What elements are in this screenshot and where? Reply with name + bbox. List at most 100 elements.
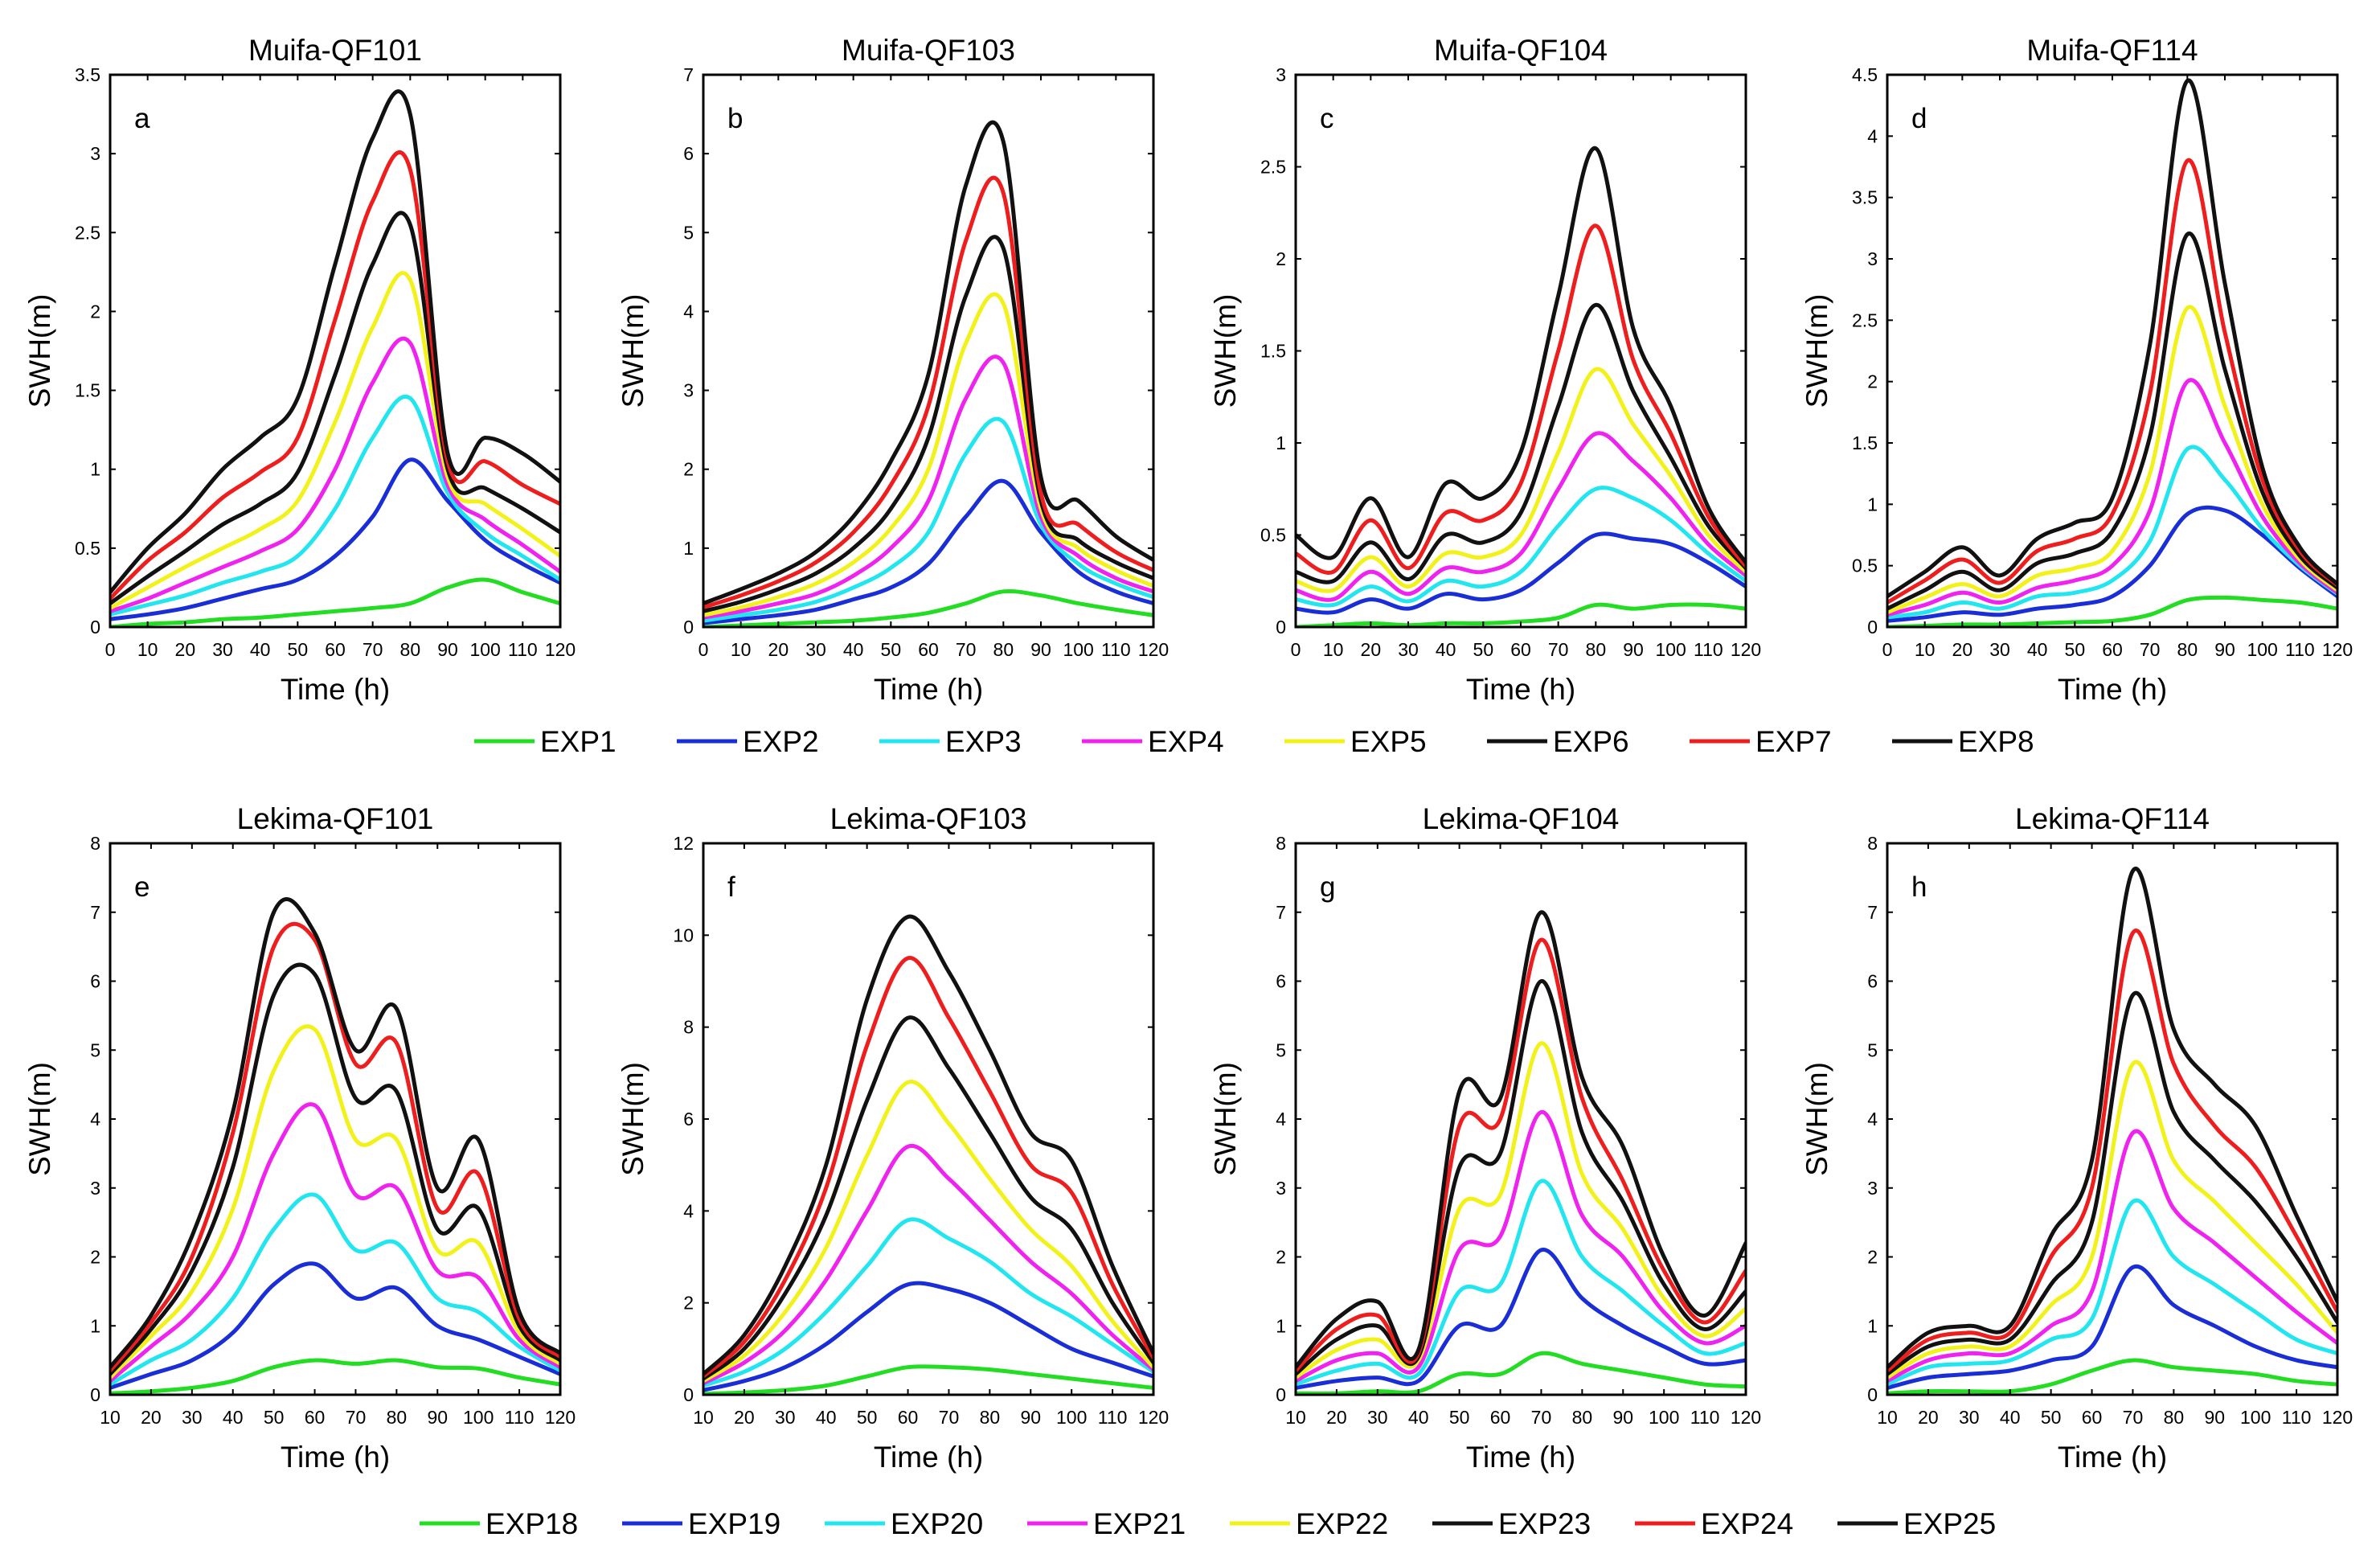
series-line-exp2 xyxy=(1296,531,1746,615)
chart-panel-b: 0 10 20 30 40 50 60 70 80 90 100 110 120 0 1 2 3 4 5 6 7 Muif… xyxy=(617,34,1169,706)
series-line-exp5 xyxy=(1887,305,2337,615)
x-tick-label: 50 xyxy=(288,639,309,660)
y-tick-label: 2 xyxy=(1867,371,1878,392)
y-tick-label: 1.5 xyxy=(75,380,100,401)
series-line-exp23 xyxy=(703,1015,1153,1381)
legend-item-exp7: EXP7 xyxy=(1690,725,1832,758)
series-group xyxy=(1296,910,1746,1395)
x-tick-label: 90 xyxy=(2214,639,2235,660)
y-axis-label: SWH(m) xyxy=(617,1062,649,1176)
y-tick-label: 2 xyxy=(1276,1247,1286,1268)
x-axis-label: Time (h) xyxy=(874,673,983,706)
x-tick-label: 20 xyxy=(1918,1407,1939,1428)
series-line-exp4 xyxy=(1887,378,2337,617)
series-line-exp18 xyxy=(703,1364,1153,1395)
y-tick-label: 1 xyxy=(1276,432,1286,453)
x-tick-label: 40 xyxy=(223,1407,244,1428)
y-axis-label: SWH(m) xyxy=(23,1062,56,1176)
series-group xyxy=(1296,146,1746,627)
series-line-exp3 xyxy=(1887,445,2337,620)
y-tick-label: 3.5 xyxy=(1852,187,1878,208)
series-line-exp2 xyxy=(703,478,1153,625)
panel-label: f xyxy=(727,871,735,903)
y-tick-label: 0 xyxy=(683,1384,694,1405)
x-tick-label: 120 xyxy=(1731,1407,1761,1428)
x-tick-label: 0 xyxy=(1291,639,1301,660)
x-tick-label: 40 xyxy=(250,639,271,660)
x-tick-label: 80 xyxy=(980,1407,1001,1428)
chart-panel-a: 0 10 20 30 40 50 60 70 80 90 100 110 120 0 0.5 1 1.5 2 2.5… xyxy=(23,34,576,706)
legend-label: EXP24 xyxy=(1701,1507,1793,1540)
series-line-exp3 xyxy=(703,416,1153,623)
y-tick-label: 5 xyxy=(1276,1039,1286,1060)
y-tick-label: 3 xyxy=(683,380,694,401)
y-tick-label: 2 xyxy=(90,301,100,322)
y-tick-label: 2 xyxy=(90,1247,100,1268)
series-line-exp24 xyxy=(110,921,560,1373)
x-tick-label: 110 xyxy=(2282,1407,2312,1428)
y-tick-label: 1 xyxy=(1276,1315,1286,1336)
legend-label: EXP23 xyxy=(1498,1507,1591,1540)
x-tick-label: 70 xyxy=(1531,1407,1552,1428)
series-group xyxy=(703,914,1153,1395)
x-tick-label: 100 xyxy=(2247,639,2277,660)
y-tick-label: 7 xyxy=(90,902,100,923)
legend-2: EXP18 EXP19 EXP20 EXP21 EXP22 EXP23 EXP24 EXP25 xyxy=(420,1507,1996,1540)
y-tick-label: 2 xyxy=(683,459,694,480)
y-tick-label: 1.5 xyxy=(1260,341,1286,362)
series-group xyxy=(703,120,1153,627)
x-tick-label: 0 xyxy=(1882,639,1893,660)
series-line-exp6 xyxy=(1887,232,2337,611)
legend-item-exp18: EXP18 xyxy=(420,1507,578,1540)
chart-panel-f: 10 20 30 40 50 60 70 80 90 100 110 120 0 2 4 6 8 10 12 Leki… xyxy=(617,802,1169,1474)
x-tick-label: 70 xyxy=(346,1407,367,1428)
y-axis-label: SWH(m) xyxy=(1800,1062,1833,1176)
x-tick-label: 100 xyxy=(463,1407,494,1428)
y-tick-label: 6 xyxy=(1276,971,1286,992)
y-tick-label: 0 xyxy=(1276,617,1286,637)
panel-label: d xyxy=(1911,103,1927,134)
x-tick-label: 80 xyxy=(1586,639,1607,660)
legend-item-exp20: EXP20 xyxy=(825,1507,983,1540)
chart-title: Lekima-QF103 xyxy=(830,802,1027,835)
legend-item-exp19: EXP19 xyxy=(622,1507,780,1540)
y-tick-label: 0 xyxy=(90,617,100,637)
x-tick-label: 40 xyxy=(1436,639,1456,660)
x-tick-label: 10 xyxy=(1915,639,1936,660)
series-line-exp7 xyxy=(110,150,560,601)
legend-label: EXP25 xyxy=(1903,1507,1996,1540)
x-axis-label: Time (h) xyxy=(281,673,390,706)
x-tick-label: 60 xyxy=(325,639,346,660)
legend-label: EXP18 xyxy=(485,1507,578,1540)
series-line-exp20 xyxy=(110,1192,560,1387)
chart-panel-e: 10 20 30 40 50 60 70 80 90 100 110 120 0 1 2 3 4 5 6 7 8 Leki… xyxy=(23,802,576,1474)
legend-item-exp6: EXP6 xyxy=(1487,725,1629,758)
x-tick-label: 80 xyxy=(1572,1407,1593,1428)
series-line-exp23 xyxy=(1296,979,1746,1376)
series-line-exp22 xyxy=(703,1080,1153,1384)
x-tick-label: 30 xyxy=(1959,1407,1980,1428)
y-tick-label: 8 xyxy=(683,1017,694,1038)
y-tick-label: 2.5 xyxy=(1852,310,1878,330)
y-tick-label: 2 xyxy=(1276,248,1286,269)
series-line-exp21 xyxy=(703,1143,1153,1386)
y-tick-label: 10 xyxy=(673,924,694,945)
x-tick-label: 100 xyxy=(1649,1407,1679,1428)
y-tick-label: 4 xyxy=(683,301,694,322)
series-line-exp25 xyxy=(1296,910,1746,1370)
legend-item-exp1: EXP1 xyxy=(474,725,617,758)
y-tick-label: 0 xyxy=(1867,1384,1878,1405)
series-line-exp25 xyxy=(110,897,560,1370)
x-tick-label: 80 xyxy=(2177,639,2198,660)
x-tick-label: 60 xyxy=(918,639,939,660)
legend-item-exp4: EXP4 xyxy=(1082,725,1224,758)
x-tick-label: 10 xyxy=(1285,1407,1306,1428)
legend-item-exp24: EXP24 xyxy=(1635,1507,1793,1540)
legend-item-exp23: EXP23 xyxy=(1432,1507,1591,1540)
y-tick-label: 1 xyxy=(90,459,100,480)
y-tick-label: 8 xyxy=(1867,833,1878,854)
x-tick-label: 60 xyxy=(1490,1407,1511,1428)
panel-label: e xyxy=(134,871,150,903)
y-tick-label: 4 xyxy=(683,1200,694,1221)
x-tick-label: 40 xyxy=(2000,1407,2021,1428)
